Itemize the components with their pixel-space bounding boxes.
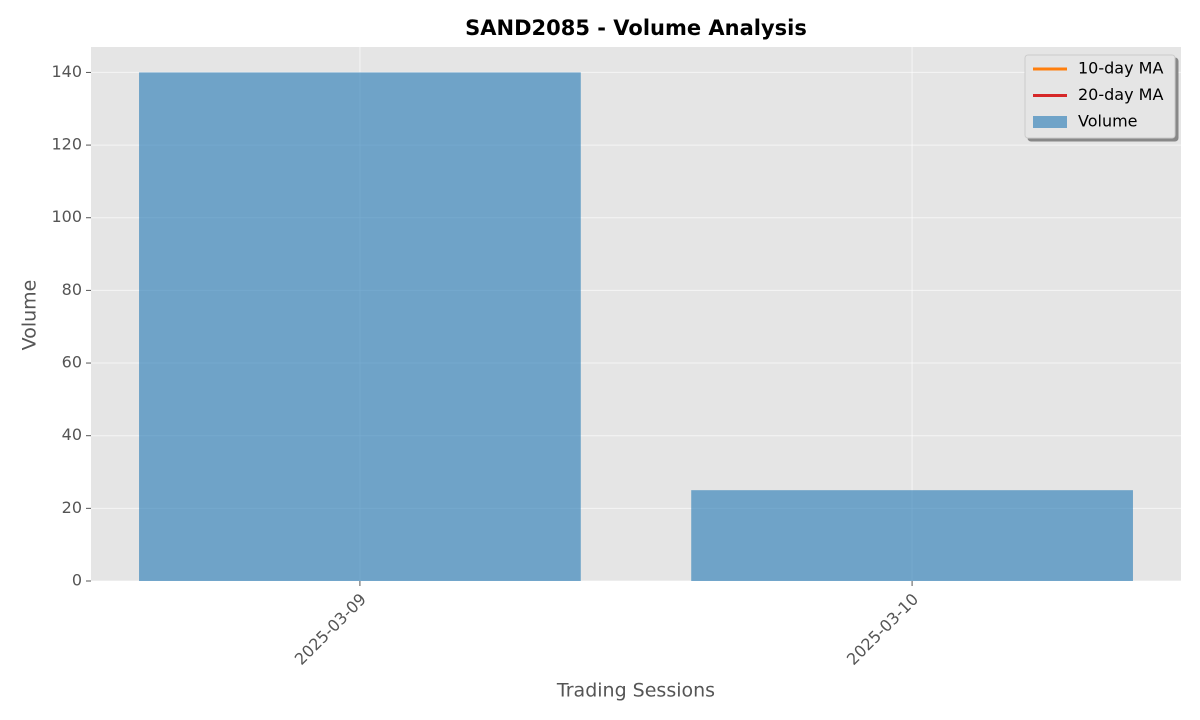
- y-tick-label: 100: [51, 207, 82, 226]
- legend-label: 20-day MA: [1078, 85, 1163, 104]
- y-tick-label: 80: [62, 280, 82, 299]
- x-tick-label: 2025-03-10: [843, 590, 922, 669]
- y-tick-label: 60: [62, 353, 82, 372]
- y-tick-label: 120: [51, 135, 82, 154]
- y-tick-label: 40: [62, 425, 82, 444]
- y-tick-label: 0: [72, 571, 82, 590]
- bar: [691, 490, 1133, 581]
- y-axis-label: Volume: [19, 280, 41, 351]
- y-tick-label: 140: [51, 62, 82, 81]
- legend-label: 10-day MA: [1078, 59, 1163, 78]
- chart-title: SAND2085 - Volume Analysis: [465, 16, 807, 40]
- bar: [139, 72, 581, 581]
- legend-label: Volume: [1078, 112, 1138, 131]
- legend-swatch: [1033, 116, 1067, 128]
- x-tick-label: 2025-03-09: [291, 590, 370, 669]
- x-axis-label: Trading Sessions: [556, 680, 715, 702]
- legend: 10-day MA 20-day MA Volume: [1024, 54, 1176, 139]
- y-tick-label: 20: [62, 498, 82, 517]
